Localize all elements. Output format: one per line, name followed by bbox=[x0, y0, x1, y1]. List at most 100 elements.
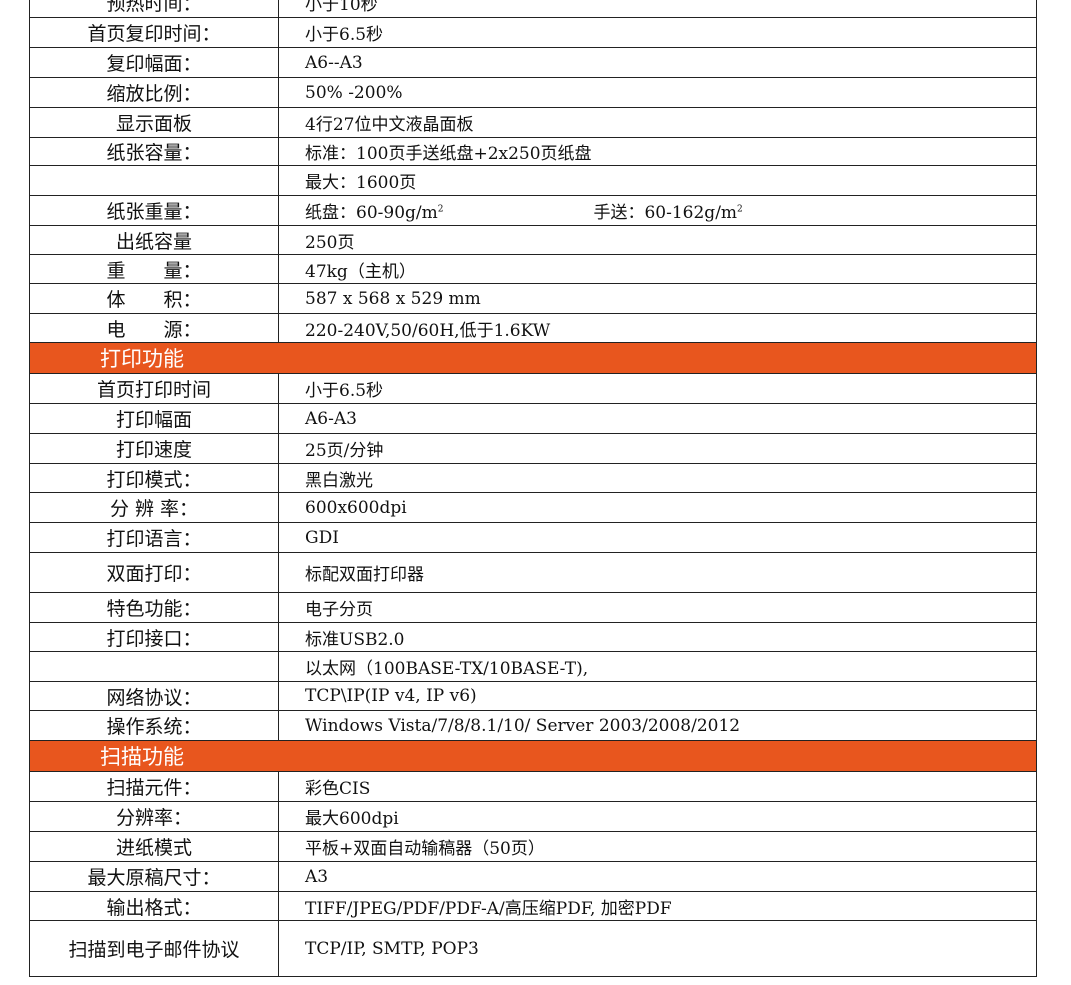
value-text: A6-A3 bbox=[305, 408, 357, 429]
value-text: 250页 bbox=[305, 232, 355, 253]
value-text: 47kg（主机） bbox=[305, 261, 416, 282]
spec-label: 电 源： bbox=[29, 313, 279, 343]
spec-label: 体 积： bbox=[29, 283, 279, 314]
spec-value: 小于6.5秒 bbox=[278, 373, 1037, 404]
spec-value: A6--A3 bbox=[278, 47, 1037, 78]
spec-row: 首页打印时间 小于6.5秒 bbox=[29, 373, 1037, 404]
value-text: 25页/分钟 bbox=[305, 441, 384, 461]
spec-label: 扫描到电子邮件协议 bbox=[29, 920, 279, 977]
spec-value: 黑白激光 bbox=[278, 463, 1037, 493]
spec-label: 显示面板 bbox=[29, 107, 279, 138]
spec-row: 输出格式： TIFF/JPEG/PDF/PDF-A/高压缩PDF, 加密PDF bbox=[29, 891, 1037, 921]
spec-row: 扫描元件： 彩色CIS bbox=[29, 771, 1037, 802]
spec-label: 纸张容量： bbox=[29, 137, 279, 166]
value-text: TCP/IP, SMTP, POP3 bbox=[305, 938, 479, 959]
spec-value: 250页 bbox=[278, 225, 1037, 255]
value-text: A3 bbox=[305, 866, 329, 887]
spec-label: 最大原稿尺寸： bbox=[29, 861, 279, 892]
value-text: 最大：1600页 bbox=[305, 173, 417, 193]
spec-row: 双面打印： 标配双面打印器 bbox=[29, 552, 1037, 593]
spec-value: 标配双面打印器 bbox=[278, 552, 1037, 593]
spec-label: 分 辨 率： bbox=[29, 492, 279, 523]
spec-row: 打印幅面 A6-A3 bbox=[29, 403, 1037, 434]
value-text: A6--A3 bbox=[305, 52, 363, 73]
spec-value: 小于6.5秒 bbox=[278, 17, 1037, 48]
spec-row: 分辨率： 最大600dpi bbox=[29, 801, 1037, 832]
spec-value: 彩色CIS bbox=[278, 771, 1037, 802]
spec-value: 以太网（100BASE-TX/10BASE-T), bbox=[278, 651, 1037, 682]
value-text: TCP\IP(IP v4, IP v6) bbox=[305, 686, 477, 706]
spec-row: 最大原稿尺寸： A3 bbox=[29, 861, 1037, 892]
value-text: 50% -200% bbox=[305, 82, 403, 103]
spec-row: 分 辨 率： 600x600dpi bbox=[29, 492, 1037, 523]
value-text: 220-240V,50/60H,低于1.6KW bbox=[305, 320, 551, 341]
value-text: 小于6.5秒 bbox=[305, 25, 384, 45]
spec-value: 25页/分钟 bbox=[278, 433, 1037, 464]
spec-row: 打印速度 25页/分钟 bbox=[29, 433, 1037, 464]
spec-label: 输出格式： bbox=[29, 891, 279, 921]
spec-value: 标准：100页手送纸盘+2x250页纸盘 bbox=[278, 137, 1037, 166]
spec-row: 缩放比例： 50% -200% bbox=[29, 77, 1037, 108]
spec-value: 纸盘：60-90g/m2 手送：60-162g/m2 bbox=[278, 195, 1037, 226]
spec-value: TCP\IP(IP v4, IP v6) bbox=[278, 681, 1037, 711]
spec-value: A6-A3 bbox=[278, 403, 1037, 434]
spec-label: 首页复印时间： bbox=[29, 17, 279, 48]
spec-value: TCP/IP, SMTP, POP3 bbox=[278, 920, 1037, 977]
spec-value: 标准USB2.0 bbox=[278, 622, 1037, 652]
section-title: 打印功能 bbox=[29, 342, 1037, 374]
spec-value: 电子分页 bbox=[278, 592, 1037, 623]
spec-value: 最大600dpi bbox=[278, 801, 1037, 832]
spec-label: 打印幅面 bbox=[29, 403, 279, 434]
spec-table: 预热时间： 小于10秒 首页复印时间： 小于6.5秒 复印幅面： A6--A3 缩放比例： 5… bbox=[29, 0, 1037, 977]
spec-label bbox=[29, 651, 279, 682]
superscript: 2 bbox=[437, 204, 444, 215]
value-text: 以太网（100BASE-TX/10BASE-T), bbox=[305, 659, 589, 679]
spec-value: A3 bbox=[278, 861, 1037, 892]
value-text: 587 x 568 x 529 mm bbox=[305, 288, 481, 309]
superscript: 2 bbox=[737, 204, 743, 215]
spec-value: 47kg（主机） bbox=[278, 254, 1037, 284]
spec-label: 出纸容量 bbox=[29, 225, 279, 255]
spec-row: 显示面板 4行27位中文液晶面板 bbox=[29, 107, 1037, 138]
section-header: 打印功能 bbox=[29, 342, 1037, 374]
spec-label: 分辨率： bbox=[29, 801, 279, 832]
spec-row: 网络协议： TCP\IP(IP v4, IP v6) bbox=[29, 681, 1037, 711]
spec-row: 电 源： 220-240V,50/60H,低于1.6KW bbox=[29, 313, 1037, 343]
value-text: Windows Vista/7/8/8.1/10/ Server 2003/20… bbox=[305, 715, 741, 736]
spec-value: 4行27位中文液晶面板 bbox=[278, 107, 1037, 138]
spec-value: 220-240V,50/60H,低于1.6KW bbox=[278, 313, 1037, 343]
value-text: 标准：100页手送纸盘+2x250页纸盘 bbox=[305, 144, 592, 164]
value-text: 彩色CIS bbox=[305, 779, 371, 799]
spec-label: 操作系统： bbox=[29, 710, 279, 741]
spec-row: 打印接口： 标准USB2.0 bbox=[29, 622, 1037, 652]
value-text: TIFF/JPEG/PDF/PDF-A/高压缩PDF, 加密PDF bbox=[305, 898, 672, 919]
spec-value: 小于10秒 bbox=[278, 0, 1037, 18]
value-text: 电子分页 bbox=[305, 600, 373, 620]
spec-row: 打印模式： 黑白激光 bbox=[29, 463, 1037, 493]
spec-value: TIFF/JPEG/PDF/PDF-A/高压缩PDF, 加密PDF bbox=[278, 891, 1037, 921]
value-text: 小于10秒 bbox=[305, 0, 378, 15]
spec-label: 首页打印时间 bbox=[29, 373, 279, 404]
spec-value: 平板+双面自动输稿器（50页） bbox=[278, 831, 1037, 862]
spec-label: 打印模式： bbox=[29, 463, 279, 493]
value-text: 小于6.5秒 bbox=[305, 381, 384, 401]
spec-row: 扫描到电子邮件协议 TCP/IP, SMTP, POP3 bbox=[29, 920, 1037, 977]
spec-label: 扫描元件： bbox=[29, 771, 279, 802]
spec-row: 首页复印时间： 小于6.5秒 bbox=[29, 17, 1037, 48]
spec-label: 缩放比例： bbox=[29, 77, 279, 108]
section-title: 扫描功能 bbox=[29, 740, 1037, 772]
spec-value: Windows Vista/7/8/8.1/10/ Server 2003/20… bbox=[278, 710, 1037, 741]
spec-value: GDI bbox=[278, 522, 1037, 553]
spec-value: 最大：1600页 bbox=[278, 165, 1037, 196]
value-text: 平板+双面自动输稿器（50页） bbox=[305, 839, 545, 859]
spec-label: 复印幅面： bbox=[29, 47, 279, 78]
value-text: 最大600dpi bbox=[305, 809, 399, 829]
spec-label: 预热时间： bbox=[29, 0, 279, 18]
spec-value: 600x600dpi bbox=[278, 492, 1037, 523]
value-text: GDI bbox=[305, 527, 339, 548]
spec-row: 打印语言： GDI bbox=[29, 522, 1037, 553]
spec-label: 进纸模式 bbox=[29, 831, 279, 862]
spec-row: 体 积： 587 x 568 x 529 mm bbox=[29, 283, 1037, 314]
value-text: 600x600dpi bbox=[305, 497, 407, 518]
spec-label bbox=[29, 165, 279, 196]
